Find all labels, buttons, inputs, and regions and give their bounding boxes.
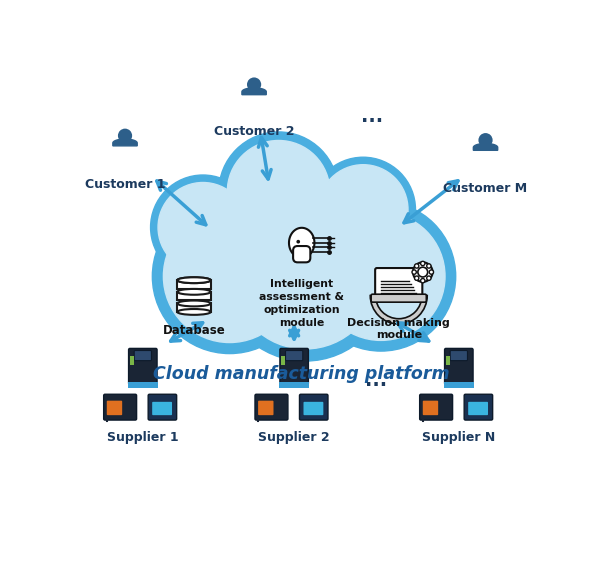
Text: Customer 2: Customer 2 [214, 125, 295, 138]
FancyBboxPatch shape [464, 394, 493, 420]
Circle shape [317, 212, 445, 340]
Ellipse shape [178, 301, 211, 306]
Circle shape [412, 270, 416, 274]
Circle shape [247, 77, 261, 92]
Circle shape [227, 140, 330, 243]
Text: ...: ... [365, 372, 388, 390]
FancyBboxPatch shape [304, 402, 323, 415]
Text: Database: Database [163, 324, 226, 338]
Polygon shape [289, 228, 314, 258]
Text: Customer M: Customer M [443, 181, 527, 195]
Bar [281, 357, 285, 365]
Circle shape [413, 262, 433, 282]
Text: Supplier 1: Supplier 1 [107, 431, 179, 444]
FancyBboxPatch shape [375, 268, 422, 297]
Ellipse shape [178, 289, 211, 295]
Circle shape [151, 175, 255, 280]
Text: ...: ... [361, 106, 383, 125]
Circle shape [478, 133, 493, 147]
FancyBboxPatch shape [152, 402, 172, 415]
FancyBboxPatch shape [104, 394, 137, 420]
FancyBboxPatch shape [450, 350, 467, 361]
FancyBboxPatch shape [419, 394, 452, 420]
Bar [128, 382, 158, 388]
FancyBboxPatch shape [445, 349, 473, 384]
FancyBboxPatch shape [128, 349, 157, 384]
Circle shape [427, 276, 431, 280]
Circle shape [221, 191, 390, 361]
Text: Customer 1: Customer 1 [85, 179, 165, 191]
Circle shape [421, 261, 425, 266]
FancyBboxPatch shape [280, 349, 308, 384]
Ellipse shape [178, 277, 211, 283]
Polygon shape [113, 139, 137, 146]
Bar [443, 382, 474, 388]
Circle shape [296, 240, 300, 243]
FancyBboxPatch shape [293, 246, 310, 262]
Circle shape [429, 270, 434, 274]
Circle shape [219, 132, 338, 251]
Circle shape [118, 129, 132, 143]
Circle shape [415, 264, 419, 268]
FancyBboxPatch shape [255, 394, 288, 420]
Bar [178, 303, 211, 312]
Circle shape [318, 165, 408, 254]
FancyBboxPatch shape [134, 350, 151, 361]
Circle shape [306, 202, 456, 351]
Wedge shape [370, 295, 427, 324]
Ellipse shape [178, 309, 211, 315]
FancyBboxPatch shape [148, 394, 176, 420]
Ellipse shape [178, 277, 211, 283]
Bar [178, 292, 211, 301]
FancyBboxPatch shape [299, 394, 328, 420]
Bar [178, 280, 211, 288]
Text: Supplier N: Supplier N [422, 431, 496, 444]
FancyBboxPatch shape [371, 294, 427, 302]
Text: Supplier 2: Supplier 2 [259, 431, 330, 444]
Bar [130, 357, 134, 365]
Circle shape [415, 276, 419, 280]
Circle shape [233, 203, 378, 349]
Bar [446, 357, 450, 365]
FancyBboxPatch shape [107, 401, 122, 415]
Text: Cloud manufacturing platform: Cloud manufacturing platform [152, 365, 449, 383]
Polygon shape [473, 143, 498, 150]
Bar [279, 382, 309, 388]
Circle shape [427, 264, 431, 268]
FancyBboxPatch shape [468, 402, 488, 415]
Circle shape [311, 157, 415, 262]
FancyBboxPatch shape [286, 350, 303, 361]
Circle shape [418, 267, 428, 277]
Polygon shape [242, 88, 266, 95]
Text: Decision making
module: Decision making module [347, 318, 450, 340]
Circle shape [421, 279, 425, 283]
FancyBboxPatch shape [258, 401, 274, 415]
Text: Intelligent
assessment &
optimization
module: Intelligent assessment & optimization mo… [259, 279, 344, 328]
Circle shape [158, 183, 248, 272]
Circle shape [152, 199, 307, 354]
Circle shape [163, 210, 296, 343]
FancyBboxPatch shape [423, 401, 438, 415]
